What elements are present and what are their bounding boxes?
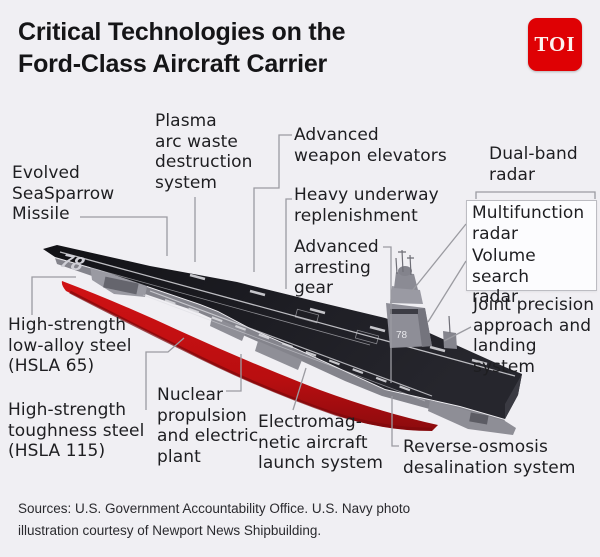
label-dual-band-radar: Dual-band radar [489, 144, 578, 185]
hull-red-shadow [69, 290, 433, 431]
leader-jpals [443, 326, 472, 342]
leader-essm [80, 216, 168, 256]
leader-lines [31, 134, 596, 447]
label-jpals: Joint precision approach and landing sys… [473, 295, 595, 377]
leader-weapon-elevators [253, 134, 292, 272]
mid-sponson-1 [210, 316, 246, 341]
label-nuclear-propulsion: Nuclear propulsion and electric plant [157, 385, 259, 467]
label-volume-search-radar: Volume search radar [472, 246, 536, 307]
label-multifunction-radar: Multifunction radar [472, 203, 585, 244]
toi-logo-text: TOI [534, 32, 576, 56]
aft-mast-pole [448, 315, 451, 334]
label-weapon-elevators: Advanced weapon elevators [294, 125, 447, 166]
label-reverse-osmosis: Reverse-osmosis desalination system [403, 437, 576, 478]
stern-face [505, 374, 522, 419]
mid-sponson-2 [255, 341, 302, 370]
island-hull-number: 78 [396, 330, 408, 341]
hull-red [61, 281, 438, 431]
label-emals: Electromag- netic aircraft launch system [258, 412, 383, 473]
radar-group-box: Multifunction radar Volume search radar [466, 200, 597, 307]
label-evolved-seasparrow: Evolved SeaSparrow Missile [12, 163, 115, 224]
leader-dual-band-bracket [475, 191, 596, 199]
island-face-shade [417, 308, 432, 347]
leader-volume-search-radar [427, 260, 467, 323]
flight-deck [43, 245, 522, 419]
leader-nuclear [226, 354, 242, 392]
deck-markings [54, 251, 516, 402]
radar-dome [398, 266, 412, 276]
source-note: Sources: U.S. Government Accountability … [18, 501, 411, 538]
leader-reverse-osmosis [391, 396, 399, 447]
mast-pyramid [394, 272, 418, 290]
label-underway-replenishment: Heavy underway replenishment [294, 185, 439, 226]
toi-logo: TOI [528, 18, 582, 71]
leader-multifunction-radar [411, 223, 467, 292]
leader-emals [292, 367, 307, 411]
label-plasma-arc-waste: Plasma arc waste destruction system [155, 111, 253, 193]
fantail-detail [469, 412, 489, 425]
leader-underway-replenishment [285, 198, 292, 289]
label-hsla-65: High-strength low-alloy steel (HSLA 65) [8, 315, 132, 376]
leader-hsla65 [31, 276, 76, 315]
island-superstructure: 78 [386, 249, 457, 349]
infographic-title: Critical Technologies on the Ford-Class … [18, 18, 346, 78]
island-windows [390, 309, 418, 314]
island-upper-deck [390, 286, 423, 304]
label-hsla-115: High-strength toughness steel (HSLA 115) [8, 400, 145, 461]
essm-launcher [103, 276, 139, 295]
label-arresting-gear: Advanced arresting gear [294, 237, 379, 298]
leader-hsla115 [145, 337, 185, 410]
leader-arresting-gear [383, 246, 392, 383]
antenna-masts [395, 249, 414, 276]
